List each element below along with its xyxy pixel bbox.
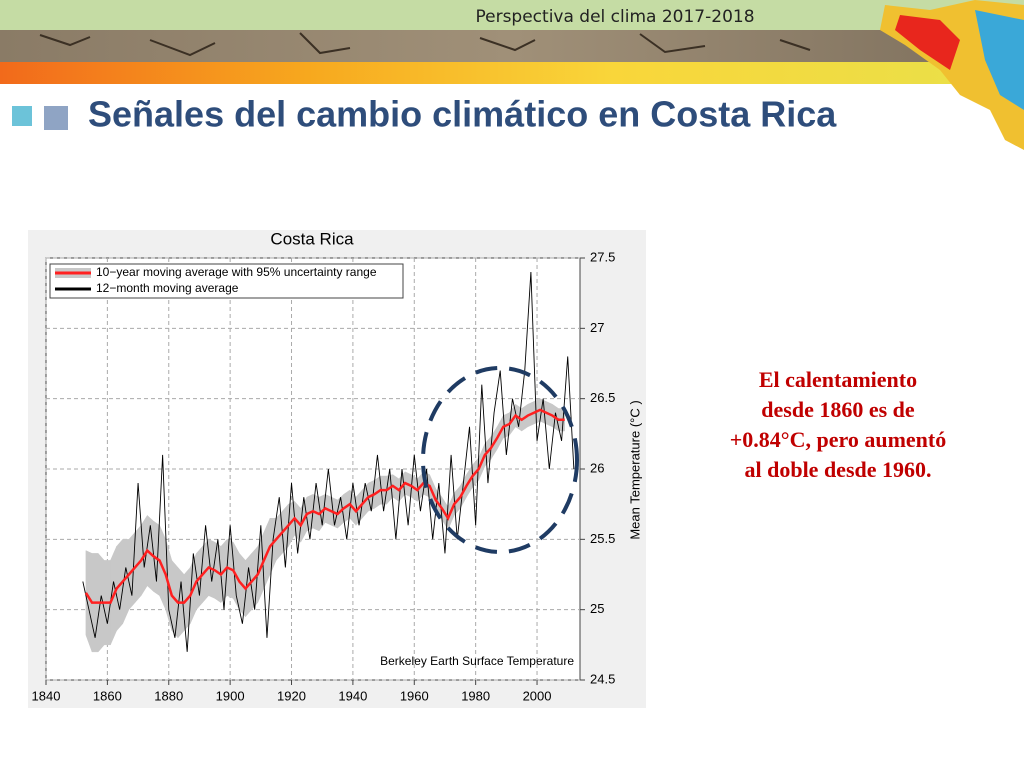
map-blue (975, 10, 1024, 110)
map-red (895, 15, 960, 70)
series-line (82, 272, 575, 652)
bullet-square (12, 106, 32, 126)
x-tick-label: 1940 (338, 688, 367, 703)
header-band (0, 0, 1024, 30)
x-tick-label: 1860 (93, 688, 122, 703)
heat-strip (0, 62, 1024, 84)
callout-line: El calentamiento (759, 367, 917, 392)
legend-box (49, 263, 404, 299)
x-tick-label: 1840 (32, 688, 61, 703)
y-tick-label: 27.5 (590, 249, 615, 264)
top-label: Perspectiva del clima 2017-2018 (475, 7, 754, 27)
y-tick-label: 26.5 (590, 390, 615, 405)
y-tick-label: 25 (590, 601, 604, 616)
y-tick-label: 27 (590, 320, 604, 335)
callout-line: al doble desde 1960. (744, 457, 931, 482)
x-tick-label: 1880 (154, 688, 183, 703)
x-tick-label: 1900 (216, 688, 245, 703)
chart-title: Costa Rica (270, 229, 354, 248)
y-tick-label: 24.5 (590, 671, 615, 686)
legend-label: 12−month moving average (96, 281, 239, 295)
bullet-square (44, 106, 68, 130)
earth-strip (0, 30, 1024, 62)
x-tick-label: 1920 (277, 688, 306, 703)
x-tick-label: 1980 (461, 688, 490, 703)
series-line (84, 408, 565, 604)
y-tick-label: 26 (590, 460, 604, 475)
callout: El calentamiento desde 1860 es de +0.84°C,… (730, 367, 946, 482)
slide-title: Señales del cambio climático en Costa Ri… (88, 94, 837, 135)
highlight-ellipse (421, 366, 579, 554)
chart: Costa Rica 24.5 25 25.5 26 26.5 27 27.5 1840 1860… (32, 229, 643, 703)
callout-line: +0.84°C, pero aumentó (730, 427, 946, 452)
x-tick-label: 1960 (400, 688, 429, 703)
callout-line: desde 1860 es de (761, 397, 915, 422)
y-axis-label: Mean Temperature (°C ) (627, 400, 642, 539)
annotation: Berkeley Earth Surface Temperature (380, 654, 574, 668)
x-tick-label: 2000 (523, 688, 552, 703)
legend-label: 10−year moving average with 95% uncertai… (96, 265, 377, 279)
cracks (39, 32, 811, 57)
y-tick-label: 25.5 (590, 531, 615, 546)
